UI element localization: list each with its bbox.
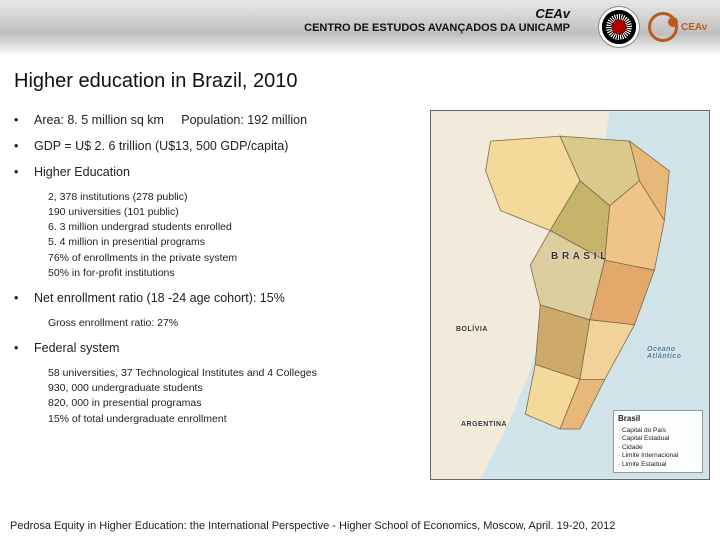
bullet-item: •Area: 8. 5 million sq km Population: 19… (14, 112, 414, 129)
bullet-item: •Higher Education (14, 164, 414, 181)
legend-item: · Capital do País (618, 427, 698, 435)
map-legend-title: Brasil (618, 414, 698, 424)
header-title: CEAv (304, 6, 570, 21)
bullet-text: Net enrollment ratio (18 -24 age cohort)… (34, 290, 285, 307)
bullet-dot-icon: • (14, 290, 34, 307)
legend-item: · Capital Estadual (618, 435, 698, 443)
sub-item: 820, 000 in presential programas (48, 396, 414, 411)
bullet-dot-icon: • (14, 112, 34, 129)
header-bar: CEAv CENTRO DE ESTUDOS AVANÇADOS DA UNIC… (0, 0, 720, 56)
page-title: Higher education in Brazil, 2010 (14, 70, 720, 93)
header-text: CEAv CENTRO DE ESTUDOS AVANÇADOS DA UNIC… (304, 6, 570, 34)
legend-item: · Limite Internacional (618, 452, 698, 460)
sub-item: 58 universities, 37 Technological Instit… (48, 366, 414, 381)
sub-list: 2, 378 institutions (278 public)190 univ… (48, 190, 414, 281)
bullet-item: •Net enrollment ratio (18 -24 age cohort… (14, 290, 414, 307)
sub-item: 15% of total undergraduate enrollment (48, 412, 414, 427)
bullet-text: Area: 8. 5 million sq km Population: 192… (34, 112, 307, 129)
sub-item: 6. 3 million undergrad students enrolled (48, 220, 414, 235)
legend-item: · Limite Estadual (618, 461, 698, 469)
map-label-brasil: B R A S I L (551, 251, 607, 262)
map-legend: Brasil · Capital do País· Capital Estadu… (613, 410, 703, 473)
bullet-text: GDP = U$ 2. 6 trillion (U$13, 500 GDP/ca… (34, 138, 288, 155)
map-label-argentina: ARGENTINA (461, 421, 507, 428)
map-label-bolivia: BOLÍVIA (456, 326, 488, 333)
bullet-dot-icon: • (14, 138, 34, 155)
ceav-logo-icon: CEAv (648, 6, 710, 48)
bullet-item: •GDP = U$ 2. 6 trillion (U$13, 500 GDP/c… (14, 138, 414, 155)
brazil-map: B R A S I L BOLÍVIA ARGENTINA Oceano Atl… (430, 110, 710, 480)
sub-item: 5. 4 million in presential programs (48, 235, 414, 250)
bullet-dot-icon: • (14, 340, 34, 357)
ceav-logo-text: CEAv (681, 22, 707, 33)
bullet-content: •Area: 8. 5 million sq km Population: 19… (14, 112, 414, 436)
bullet-text: Federal system (34, 340, 119, 357)
header-logos: CEAv (598, 6, 710, 48)
sub-list: Gross enrollment ratio: 27% (48, 316, 414, 331)
unicamp-logo-icon (598, 6, 640, 48)
footer-citation: Pedrosa Equity in Higher Education: the … (10, 520, 615, 532)
sub-item: 2, 378 institutions (278 public) (48, 190, 414, 205)
bullet-item: •Federal system (14, 340, 414, 357)
header-subtitle: CENTRO DE ESTUDOS AVANÇADOS DA UNICAMP (304, 22, 570, 34)
map-label-atlantic: Oceano Atlântico (647, 346, 709, 360)
bullet-dot-icon: • (14, 164, 34, 181)
sub-item: 50% in for-profit institutions (48, 266, 414, 281)
sub-item: Gross enrollment ratio: 27% (48, 316, 414, 331)
sub-item: 930, 000 undergraduate students (48, 381, 414, 396)
bullet-text: Higher Education (34, 164, 130, 181)
legend-item: · Cidade (618, 444, 698, 452)
sub-item: 190 universities (101 public) (48, 205, 414, 220)
sub-item: 76% of enrollments in the private system (48, 251, 414, 266)
sub-list: 58 universities, 37 Technological Instit… (48, 366, 414, 427)
